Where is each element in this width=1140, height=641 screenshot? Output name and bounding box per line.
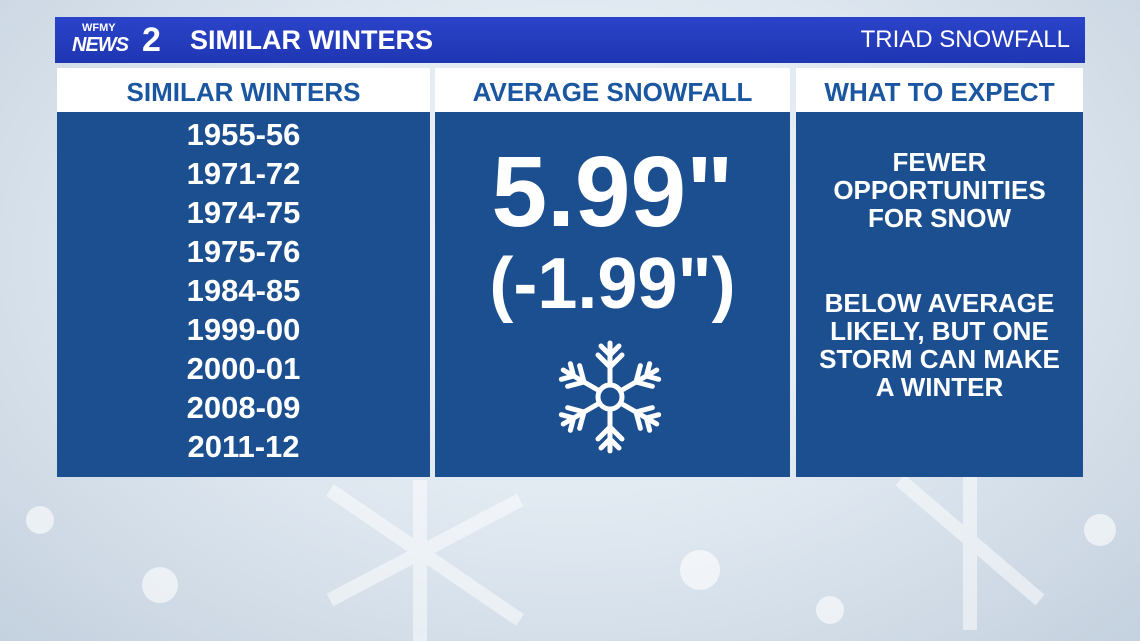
logo-brand: NEWS — [72, 34, 129, 56]
title: SIMILAR WINTERS — [190, 25, 433, 55]
column-body: 1955-56 1971-72 1974-75 1975-76 1984-85 1999-… — [57, 112, 430, 477]
note-line: STORM CAN MAKE — [819, 344, 1060, 374]
note-line: A WINTER — [875, 372, 1004, 402]
note-line: BELOW AVERAGE — [824, 288, 1055, 318]
logo: WFMY NEWS 2 — [62, 20, 174, 60]
winter-year: 1955-56 — [186, 117, 301, 152]
expectation-note: FEWER OPPORTUNITIES FOR SNOW — [796, 148, 1083, 232]
column-heading: WHAT TO EXPECT — [796, 68, 1083, 112]
winter-year: 2011-12 — [187, 429, 300, 464]
note-line: FEWER — [892, 147, 987, 177]
column: WHAT TO EXPECT FEWER OPPORTUNITIES FOR SNO… — [796, 68, 1083, 477]
note-line: FOR SNOW — [868, 203, 1011, 233]
column-heading: AVERAGE SNOWFALL — [435, 68, 790, 112]
winter-year: 1974-75 — [186, 195, 301, 230]
winter-year: 1971-72 — [186, 156, 301, 191]
note-line: OPPORTUNITIES — [833, 175, 1046, 205]
winter-year: 1999-00 — [186, 312, 301, 347]
column: AVERAGE SNOWFALL 5.99" (-1.99") — [435, 68, 790, 477]
column-heading: SIMILAR WINTERS — [57, 68, 430, 112]
logo-channel: 2 — [142, 21, 161, 59]
average-value: 5.99" — [491, 136, 734, 248]
expectation-note: BELOW AVERAGE LIKELY, BUT ONE STORM CAN MA… — [796, 289, 1083, 401]
header-bar — [55, 17, 1085, 63]
winter-year: 2008-09 — [186, 390, 301, 425]
column: SIMILAR WINTERS 1955-56 1971-72 1974-75 197… — [57, 68, 430, 477]
winter-year: 1984-85 — [186, 273, 301, 308]
difference-value: (-1.99") — [489, 244, 736, 324]
snowflake-icon — [550, 340, 670, 457]
winter-year: 2000-01 — [186, 351, 301, 386]
subtitle: TRIAD SNOWFALL — [860, 26, 1070, 53]
logo-station: WFMY — [82, 22, 116, 34]
note-line: LIKELY, BUT ONE — [830, 316, 1049, 346]
column-body: FEWER OPPORTUNITIES FOR SNOW BELOW AVERAGE L… — [796, 112, 1083, 477]
column-body: 5.99" (-1.99") — [435, 112, 790, 477]
winter-year: 1975-76 — [186, 234, 301, 269]
